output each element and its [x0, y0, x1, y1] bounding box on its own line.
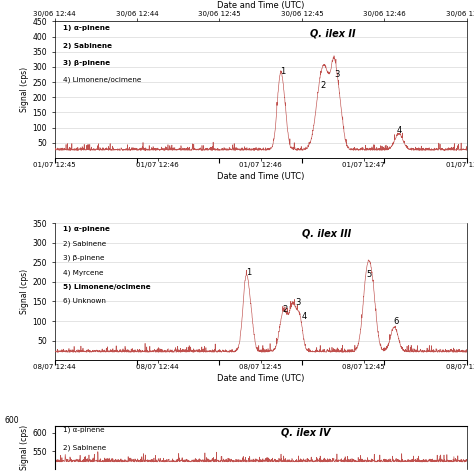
- Text: 1) α-pinene: 1) α-pinene: [63, 226, 109, 232]
- Text: Q. ilex III: Q. ilex III: [302, 229, 351, 239]
- Text: 5) Limonene/ocimene: 5) Limonene/ocimene: [63, 283, 150, 290]
- Text: 4) Limonene/ocimene: 4) Limonene/ocimene: [63, 77, 141, 83]
- Text: 4: 4: [396, 126, 401, 135]
- X-axis label: Date and Time (UTC): Date and Time (UTC): [217, 172, 304, 181]
- Text: 3) β-pinene: 3) β-pinene: [63, 60, 110, 65]
- Text: 3: 3: [334, 70, 340, 79]
- Text: 2) Sabinene: 2) Sabinene: [63, 445, 106, 451]
- Text: 6) Unknown: 6) Unknown: [63, 298, 106, 304]
- Text: 1: 1: [280, 67, 285, 76]
- Y-axis label: Signal (cps): Signal (cps): [20, 425, 29, 470]
- X-axis label: Date and Time (UTC): Date and Time (UTC): [217, 374, 304, 383]
- Text: Q. ilex II: Q. ilex II: [310, 28, 356, 38]
- Text: 2) Sabinene: 2) Sabinene: [63, 240, 106, 247]
- Text: 4: 4: [301, 312, 307, 321]
- Text: 2: 2: [321, 81, 326, 90]
- Text: 600: 600: [5, 416, 19, 425]
- Y-axis label: Signal (cps): Signal (cps): [20, 67, 29, 112]
- Text: 1) α-pinene: 1) α-pinene: [63, 427, 104, 433]
- Text: 1) α-pinene: 1) α-pinene: [63, 26, 109, 31]
- Text: 2) Sabinene: 2) Sabinene: [63, 43, 112, 48]
- Text: 5: 5: [366, 270, 371, 279]
- Text: 1: 1: [246, 268, 251, 277]
- Text: 3) β-pinene: 3) β-pinene: [63, 255, 104, 261]
- Text: 3: 3: [295, 298, 301, 307]
- Text: 2: 2: [283, 305, 288, 314]
- Text: 6: 6: [393, 317, 399, 326]
- Text: Q. ilex IV: Q. ilex IV: [282, 427, 331, 438]
- Text: 4) Myrcene: 4) Myrcene: [63, 269, 103, 276]
- Y-axis label: Signal (cps): Signal (cps): [20, 269, 29, 314]
- X-axis label: Date and Time (UTC): Date and Time (UTC): [217, 1, 304, 10]
